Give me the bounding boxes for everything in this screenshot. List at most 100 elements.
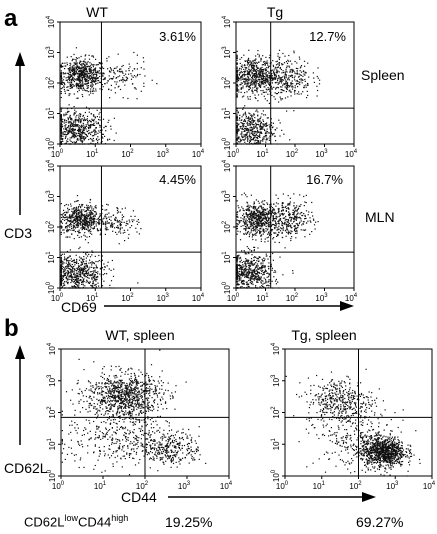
event-dot (76, 211, 78, 213)
event-dot (78, 287, 80, 289)
event-dot (240, 220, 242, 222)
event-dot (66, 128, 68, 130)
event-dot (281, 72, 283, 74)
event-dot (100, 229, 102, 231)
event-dot (246, 72, 249, 74)
event-dot (239, 58, 241, 60)
event-dot (252, 143, 254, 145)
event-dot (250, 121, 252, 123)
event-dot (261, 128, 263, 130)
event-dot (294, 93, 296, 95)
event-dot (317, 67, 319, 69)
event-dot (268, 231, 270, 233)
event-dot (253, 113, 255, 115)
event-dot (81, 94, 83, 96)
event-dot (86, 270, 88, 272)
event-dot (121, 221, 123, 223)
event-dot (236, 267, 238, 269)
event-dot (81, 210, 83, 212)
event-dot (64, 126, 66, 128)
event-dot (87, 126, 89, 129)
event-dot (67, 121, 69, 123)
event-dot (88, 68, 90, 70)
y-tick-label: 103 (46, 46, 56, 59)
event-dot (281, 220, 283, 223)
event-dot (247, 213, 249, 215)
event-dot (245, 213, 247, 216)
event-dot (80, 220, 82, 222)
event-dot (72, 224, 74, 226)
event-dot (273, 237, 275, 239)
event-dot (63, 113, 65, 115)
event-dot (266, 100, 268, 102)
event-dot (281, 91, 283, 94)
event-dot (251, 63, 253, 65)
event-dot (78, 74, 80, 76)
event-dot (71, 215, 73, 217)
event-dot (306, 90, 308, 92)
event-dot (258, 213, 260, 216)
event-dot (251, 80, 253, 82)
event-dot (256, 132, 258, 134)
event-dot (85, 74, 87, 76)
event-dot (62, 282, 64, 284)
event-dot (241, 57, 243, 59)
event-dot (254, 78, 256, 80)
event-dot (97, 261, 99, 263)
event-dot (243, 68, 245, 70)
event-dot (252, 217, 254, 219)
event-dot (81, 85, 84, 87)
event-dot (105, 218, 107, 220)
event-dot (256, 128, 258, 130)
event-dot (84, 137, 87, 139)
event-dot (236, 124, 238, 126)
event-dot (74, 264, 76, 266)
event-dot (91, 119, 94, 121)
event-dot (86, 135, 88, 137)
event-dot (76, 220, 79, 222)
event-dot (250, 271, 252, 273)
event-dot (274, 78, 276, 80)
event-dot (246, 137, 248, 139)
event-dot (62, 133, 64, 135)
event-dot (115, 217, 117, 219)
event-dot (81, 205, 83, 207)
x-tick-label: 101 (86, 149, 99, 159)
event-dot (298, 93, 300, 95)
event-dot (266, 214, 268, 216)
event-dot (84, 211, 86, 213)
event-dot (83, 64, 85, 66)
event-dot (253, 226, 255, 228)
event-dot (257, 111, 259, 113)
event-dot (265, 214, 267, 216)
panel-a-letter: a (4, 5, 18, 32)
event-dot (269, 84, 271, 86)
event-dot (87, 85, 89, 87)
event-dot (113, 72, 115, 74)
event-dot (239, 72, 241, 74)
event-dot (104, 143, 107, 145)
y-tick-label: 101 (46, 251, 56, 264)
event-dot (78, 75, 80, 77)
x-tick-exponent: 4 (201, 293, 205, 299)
event-dot (255, 69, 257, 71)
event-dot (272, 223, 274, 226)
event-dot (63, 275, 65, 277)
event-dot (85, 263, 87, 265)
event-dot (73, 79, 75, 81)
event-dot (128, 233, 130, 236)
event-dot (237, 216, 239, 218)
event-dot (285, 85, 287, 87)
event-dot (284, 71, 286, 73)
event-dot (260, 267, 263, 269)
event-dot (249, 82, 251, 84)
event-dot (78, 213, 80, 215)
event-dot (252, 121, 254, 123)
event-dot (249, 124, 251, 126)
event-dot (278, 91, 280, 94)
event-dot (65, 236, 67, 238)
event-dot (81, 134, 83, 136)
event-dot (68, 77, 70, 79)
event-dot (132, 83, 134, 85)
event-dot (72, 58, 74, 60)
